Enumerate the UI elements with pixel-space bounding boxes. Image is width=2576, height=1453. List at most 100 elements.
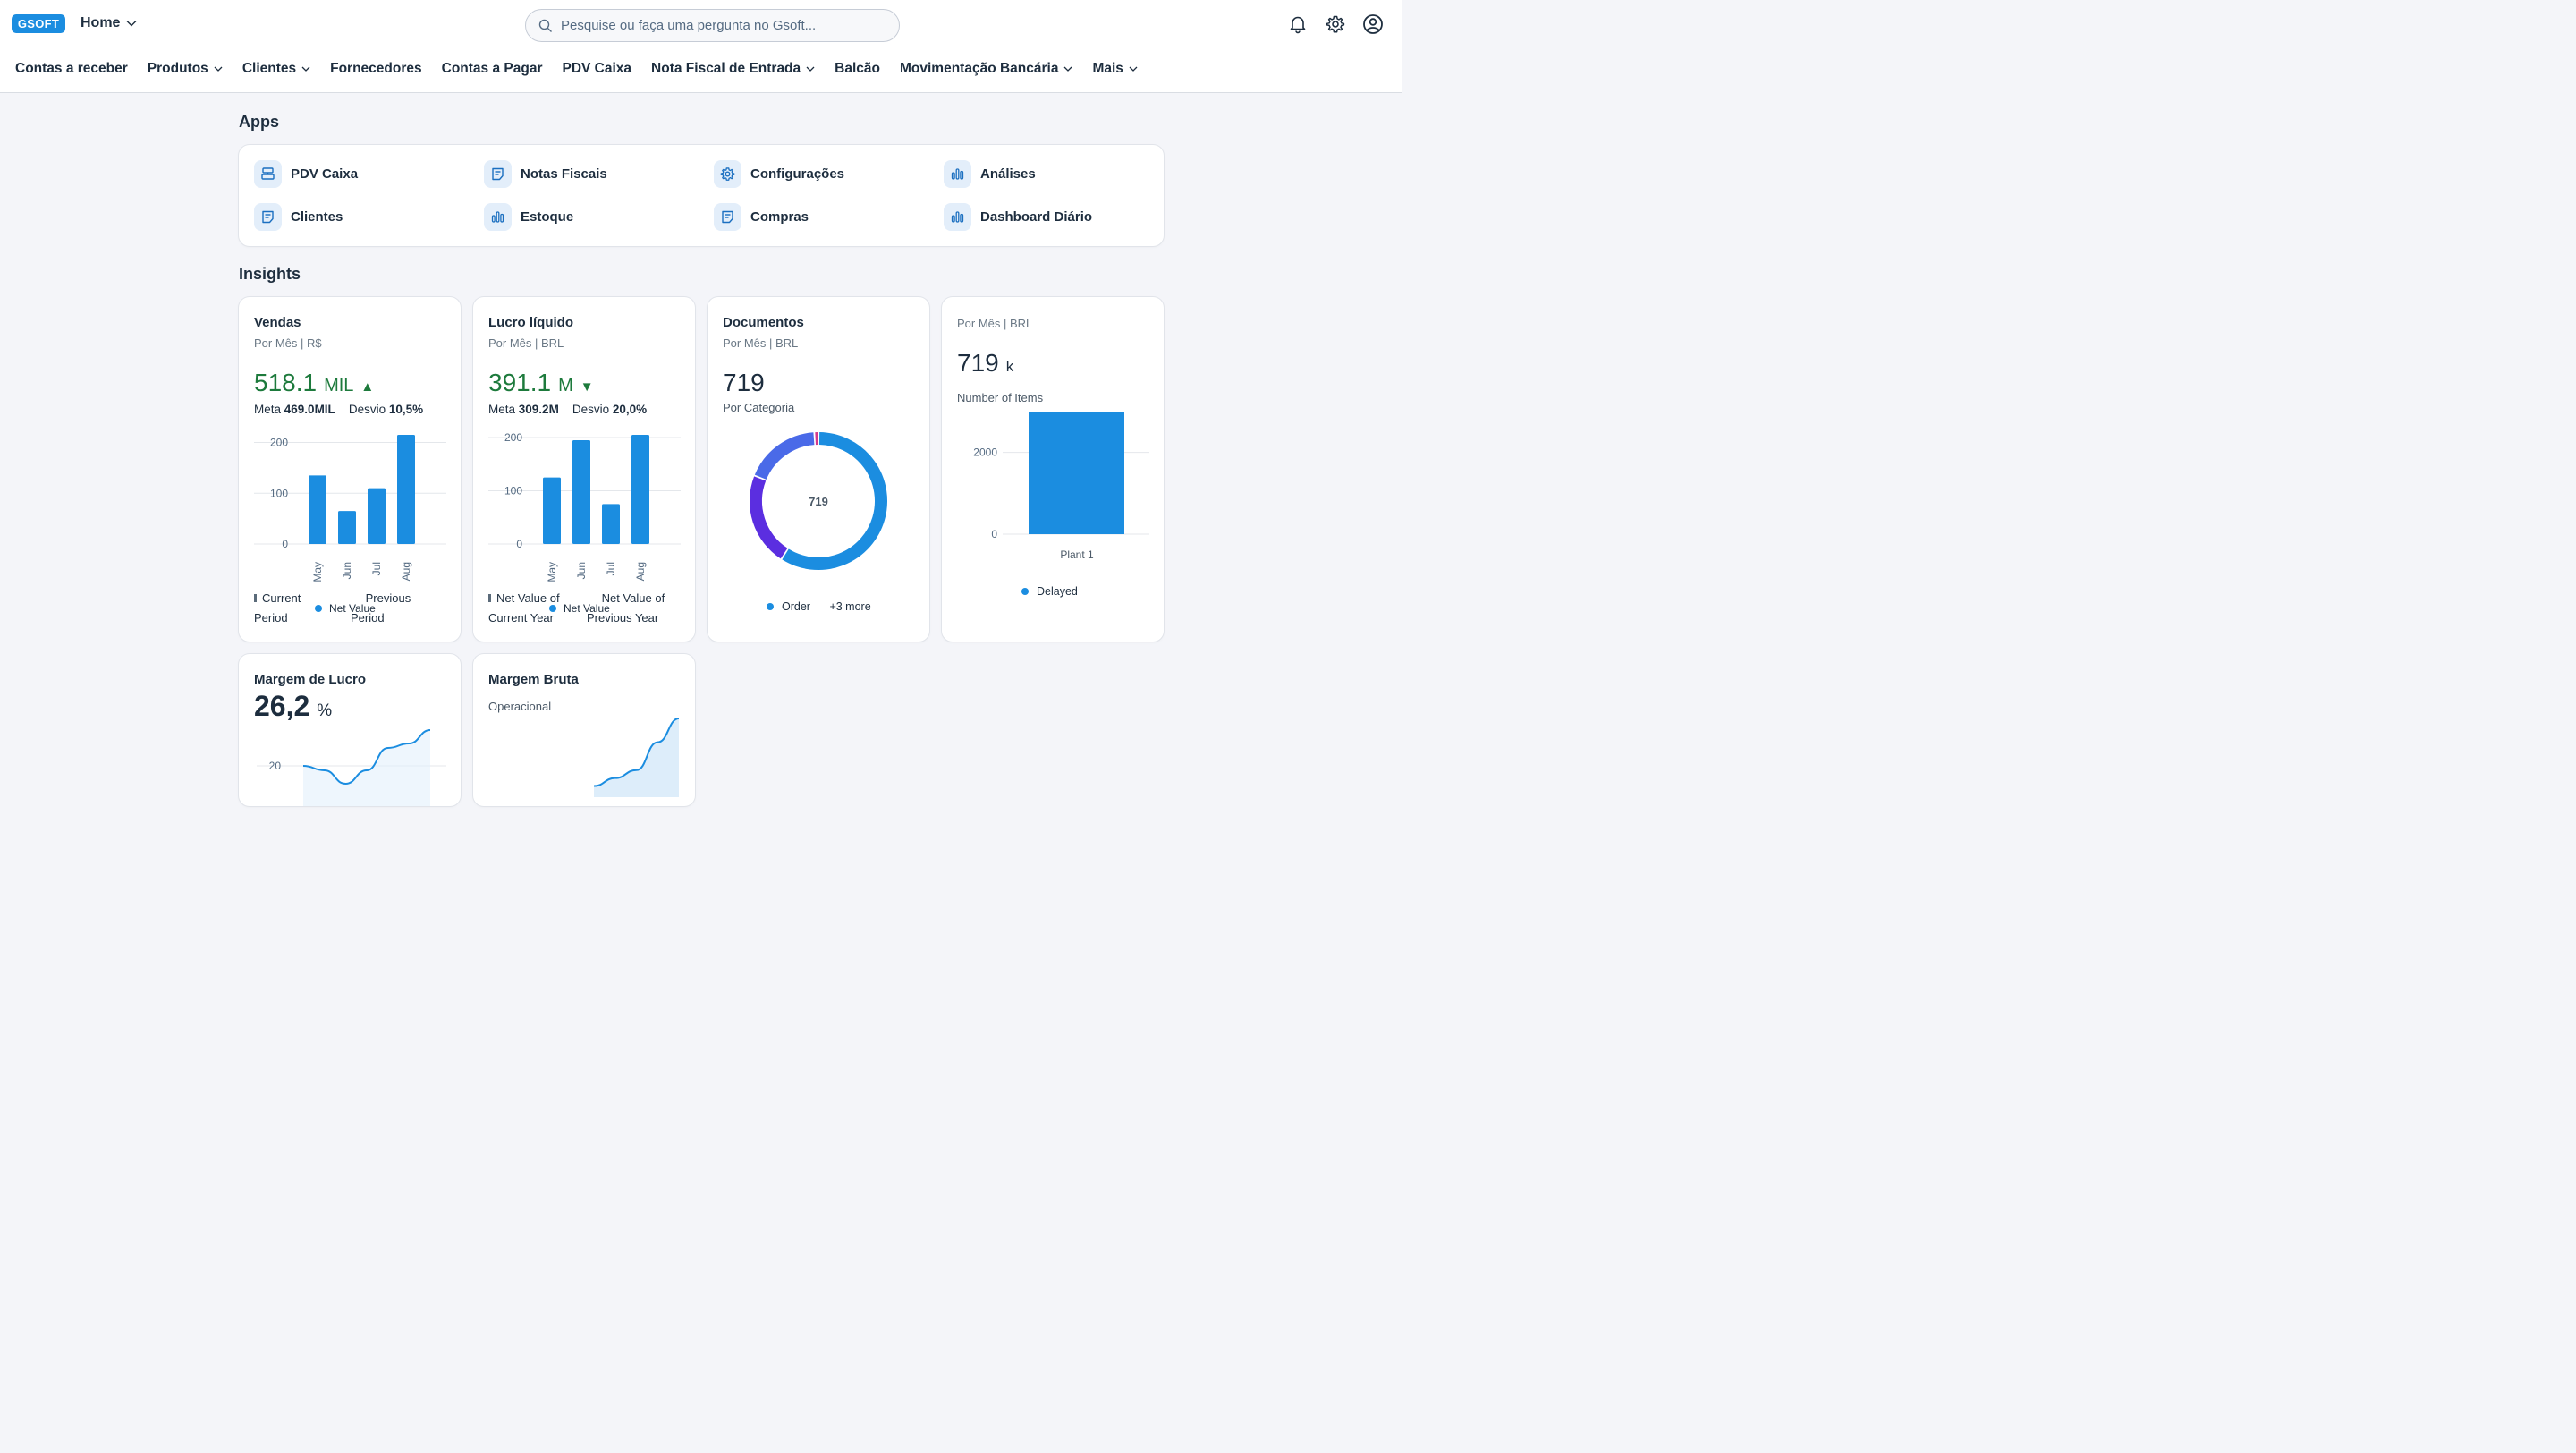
app-analises[interactable]: Análises — [944, 160, 1036, 188]
card-caption: Number of Items — [957, 391, 1044, 404]
nav-item-clientes[interactable]: Clientes — [242, 61, 310, 77]
legend-current: Current Period — [254, 589, 321, 628]
x-tick-label: Plant 1 — [1060, 548, 1094, 561]
nav-label: Fornecedores — [330, 61, 422, 76]
legend-series: Net Value — [549, 602, 610, 615]
nav-item-mais[interactable]: Mais — [1092, 61, 1138, 77]
trend-down-icon: ▼ — [580, 379, 594, 395]
desvio-value: 20,0% — [612, 403, 648, 416]
search-box[interactable] — [525, 9, 900, 42]
nav-label: PDV Caixa — [562, 61, 632, 76]
area-fill — [594, 718, 679, 797]
x-tick-label: May — [546, 562, 558, 582]
kpi-number: 719 — [957, 349, 999, 377]
margem-bruta-area-chart — [593, 718, 680, 797]
trend-up-icon: ▲ — [360, 379, 375, 395]
nav-label: Balcão — [835, 61, 880, 76]
donut-center-label: 719 — [809, 495, 828, 508]
nav-item-nota-fiscal-entrada[interactable]: Nota Fiscal de Entrada — [651, 61, 815, 77]
bar — [543, 477, 561, 544]
legend-label: Net Value — [564, 602, 610, 615]
bar-chart-icon — [944, 203, 971, 231]
kpi-unit: k — [1005, 358, 1014, 375]
nav-item-contas-a-pagar[interactable]: Contas a Pagar — [442, 61, 543, 77]
chevron-down-icon — [126, 21, 137, 27]
series-line — [593, 718, 680, 787]
donut-legend: Order +3 more — [767, 600, 871, 613]
x-tick-label: Jun — [341, 562, 353, 579]
nav-item-movimentacao-bancaria[interactable]: Movimentação Bancária — [900, 61, 1072, 77]
home-label: Home — [80, 15, 121, 30]
y-tick-label: 200 — [504, 431, 522, 444]
margem-lucro-card[interactable]: Margem de Lucro 26,2 % 20 — [239, 654, 461, 806]
y-tick-label: 2000 — [973, 446, 997, 459]
kpi-number: 518.1 — [254, 369, 318, 396]
app-label: Análises — [980, 166, 1036, 182]
insights-section-title: Insights — [239, 265, 301, 283]
apps-section-title: Apps — [239, 113, 279, 131]
kpi-unit: MIL — [324, 376, 354, 395]
nav-item-pdv-caixa[interactable]: PDV Caixa — [563, 61, 632, 77]
card-subtitle: Operacional — [488, 700, 552, 713]
kpi-unit: % — [317, 701, 333, 720]
chevron-down-icon — [806, 66, 815, 72]
user-circle-icon[interactable] — [1361, 13, 1385, 36]
legend-current: Net Value of Current Year — [488, 589, 578, 628]
nav-label: Movimentação Bancária — [900, 61, 1059, 76]
bar — [572, 439, 590, 544]
app-clientes[interactable]: Clientes — [254, 203, 343, 231]
card-subtitle: Por Mês | R$ — [254, 336, 322, 350]
bar — [338, 511, 356, 544]
x-tick-label: Jun — [575, 562, 588, 579]
meta-label: Meta — [488, 403, 516, 416]
legend-label: Delayed — [1037, 585, 1078, 598]
pos-icon — [254, 160, 282, 188]
documentos-card[interactable]: Documentos Por Mês | BRL 719 Por Categor… — [708, 297, 929, 642]
app-notas-fiscais[interactable]: Notas Fiscais — [484, 160, 607, 188]
items-bar-chart: 0 2000 Plant 1 — [973, 412, 1149, 561]
nav-item-contas-a-receber[interactable]: Contas a receber — [15, 61, 128, 77]
app-label: PDV Caixa — [291, 166, 359, 182]
legend-more-link[interactable]: +3 more — [829, 600, 871, 613]
card-subtitle: Por Mês | BRL — [488, 336, 564, 350]
x-tick-label: May — [311, 562, 324, 582]
search-input[interactable] — [561, 18, 892, 33]
gear-icon[interactable] — [1324, 13, 1347, 36]
bar — [397, 435, 415, 544]
gsoft-logo[interactable]: GSOFT — [12, 14, 65, 33]
margem-bruta-card[interactable]: Margem Bruta Operacional — [473, 654, 695, 806]
app-estoque[interactable]: Estoque — [484, 203, 573, 231]
legend-previous: — Previous Period — [351, 591, 411, 625]
kpi-unit: M — [558, 376, 573, 395]
y-tick-label: 100 — [270, 487, 288, 499]
bell-icon[interactable] — [1286, 13, 1309, 36]
items-card[interactable]: Por Mês | BRL 719 k Number of Items 0 200… — [942, 297, 1164, 642]
kpi-number: 391.1 — [488, 369, 552, 396]
y-tick-label: 100 — [504, 484, 522, 497]
card-title: Margem de Lucro — [254, 672, 367, 687]
gear-icon — [714, 160, 741, 188]
x-tick-label: Aug — [634, 562, 647, 581]
app-compras[interactable]: Compras — [714, 203, 809, 231]
app-label: Clientes — [291, 209, 343, 225]
y-tick-label: 0 — [991, 528, 997, 540]
nav-item-fornecedores[interactable]: Fornecedores — [330, 61, 422, 77]
donut-slice — [750, 476, 788, 559]
lucro-card[interactable]: Lucro líquido Por Mês | BRL 391.1 M ▼ Me… — [473, 297, 695, 642]
bar-chart-icon — [484, 203, 512, 231]
donut-slice — [782, 432, 887, 570]
y-tick-label: 0 — [516, 538, 522, 550]
home-menu-button[interactable]: Home — [80, 15, 137, 31]
app-configuracoes[interactable]: Configurações — [714, 160, 844, 188]
document-icon — [484, 160, 512, 188]
card-title: Lucro líquido — [488, 315, 573, 330]
vendas-card[interactable]: Vendas Por Mês | R$ 518.1 MIL ▲ Meta 469… — [239, 297, 461, 642]
desvio-label: Desvio — [572, 403, 610, 416]
nav-item-balcao[interactable]: Balcão — [835, 61, 880, 77]
y-tick-label: 20 — [269, 760, 282, 772]
app-dashboard-diario[interactable]: Dashboard Diário — [944, 203, 1092, 231]
donut-slice — [754, 432, 815, 480]
legend-label: Current Period — [254, 591, 301, 625]
app-pdv-caixa[interactable]: PDV Caixa — [254, 160, 358, 188]
nav-item-produtos[interactable]: Produtos — [148, 61, 223, 77]
